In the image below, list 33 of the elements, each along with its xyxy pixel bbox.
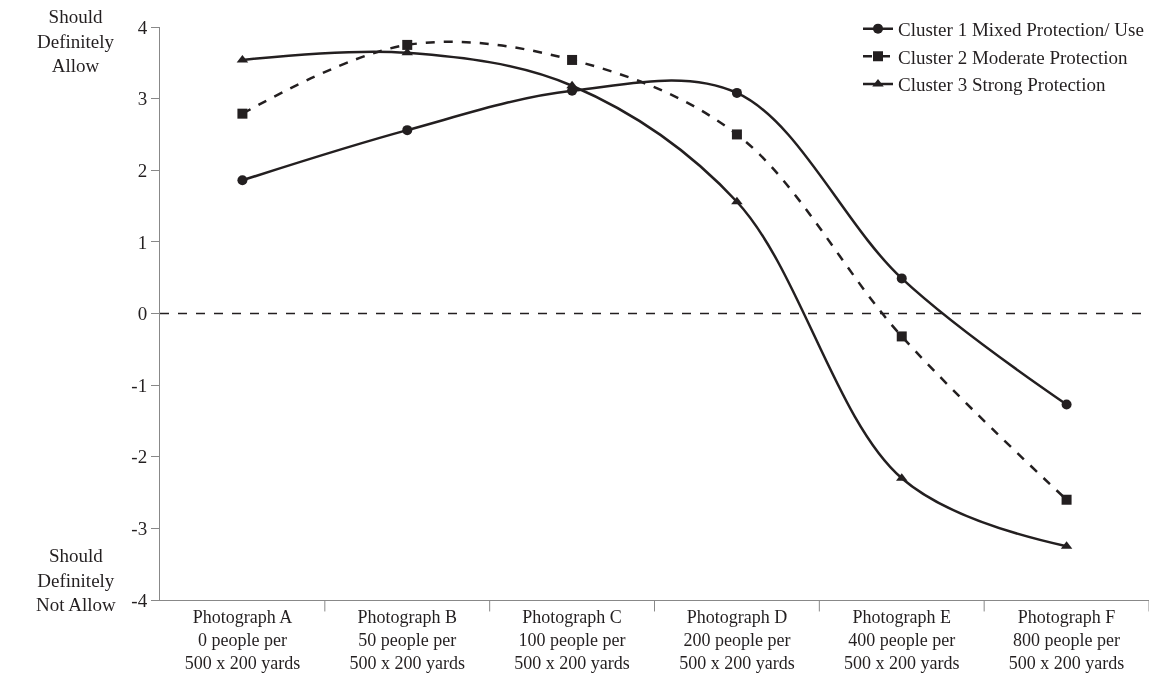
point: [402, 125, 413, 136]
y-tick-label: -4: [131, 589, 148, 611]
legend-label: Cluster 3 Strong Protection: [898, 74, 1106, 96]
point: [896, 273, 907, 284]
legend-label: Cluster 1 Mixed Protection/ Use: [898, 19, 1144, 41]
point: [896, 331, 907, 342]
point: [731, 196, 743, 205]
x-tick-label: Photograph F 800 people per 500 x 200 yards: [1008, 606, 1125, 674]
point: [731, 129, 742, 140]
point: [1061, 494, 1072, 505]
point: [567, 54, 578, 65]
y-tick-label: 4: [137, 16, 148, 38]
legend-label: Cluster 2 Moderate Protection: [898, 46, 1129, 68]
text: Should Definitely Not Allow: [36, 545, 116, 616]
x-tick-label: Photograph A 0 people per 500 x 200 yards: [184, 606, 301, 674]
y-tick-label: 3: [137, 88, 148, 110]
point: [1061, 399, 1072, 410]
point: [566, 80, 578, 89]
x-tick-label: Photograph B 50 people per 500 x 200 yards: [349, 606, 465, 674]
y-tick-label: 0: [137, 303, 148, 325]
point: [402, 39, 413, 50]
point: [731, 87, 742, 98]
x-tick-label: Photograph D 200 people per 500 x 200 yards: [679, 606, 795, 674]
point: [237, 108, 248, 119]
x-tick-label: Photograph C 100 people per 500 x 200 yards: [514, 606, 630, 674]
y-tick-label: -2: [131, 446, 148, 468]
y-tick-label: 2: [137, 159, 148, 181]
point: [237, 175, 248, 186]
y-tick-label: 1: [137, 231, 148, 253]
y-tick-label: -1: [131, 374, 148, 396]
x-tick-label: Photograph E 400 people per 500 x 200 yards: [844, 606, 960, 674]
text: Should Definitely Allow: [37, 6, 115, 77]
y-tick-label: -3: [131, 518, 148, 540]
